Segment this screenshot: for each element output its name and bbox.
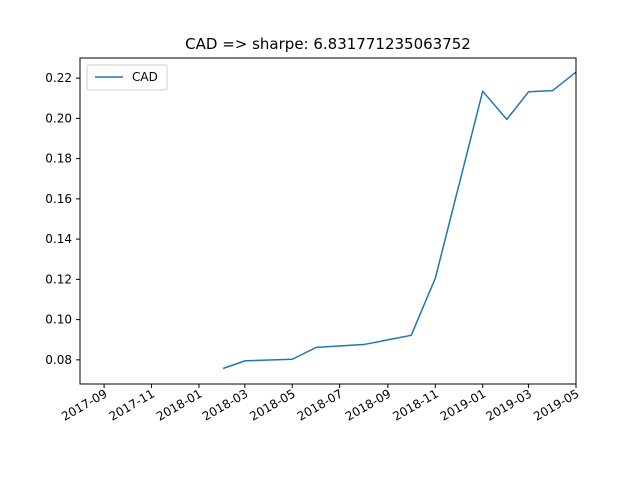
x-tick-label: 2017-11 xyxy=(107,386,157,423)
y-axis: 0.08 0.10 0.12 0.14 0.16 0.18 0.20 0.22 xyxy=(45,71,80,367)
x-tick-label: 2018-01 xyxy=(154,386,204,423)
y-tick-label: 0.18 xyxy=(45,152,72,166)
legend-box xyxy=(86,64,168,91)
series-line-cad xyxy=(222,71,577,370)
x-tick-label: 2019-01 xyxy=(438,386,488,423)
x-tick-label: 2018-07 xyxy=(295,386,345,423)
x-tick-label: 2017-09 xyxy=(59,386,109,423)
x-tick-label: 2018-11 xyxy=(390,386,440,423)
x-tick-label: 2019-05 xyxy=(531,386,581,423)
x-axis: 2017-092017-112018-012018-032018-052018-… xyxy=(59,384,582,424)
y-tick-label: 0.12 xyxy=(45,272,72,286)
y-tick-label: 0.08 xyxy=(45,353,72,367)
y-tick-label: 0.22 xyxy=(45,71,72,85)
legend-label-cad: CAD xyxy=(132,70,158,84)
y-tick-label: 0.16 xyxy=(45,192,72,206)
x-tick-label: 2018-05 xyxy=(247,386,297,423)
x-tick-label: 2018-09 xyxy=(343,386,393,423)
plot-frame xyxy=(79,57,577,385)
x-tick-label: 2019-03 xyxy=(484,386,534,423)
plot-area xyxy=(222,71,577,370)
x-tick-label: 2018-03 xyxy=(200,386,250,423)
y-tick-label: 0.14 xyxy=(45,232,72,246)
legend: CAD xyxy=(86,64,168,91)
y-tick-label: 0.10 xyxy=(45,313,72,327)
chart-title: CAD => sharpe: 6.831771235063752 xyxy=(185,35,471,53)
y-tick-label: 0.20 xyxy=(45,111,72,125)
